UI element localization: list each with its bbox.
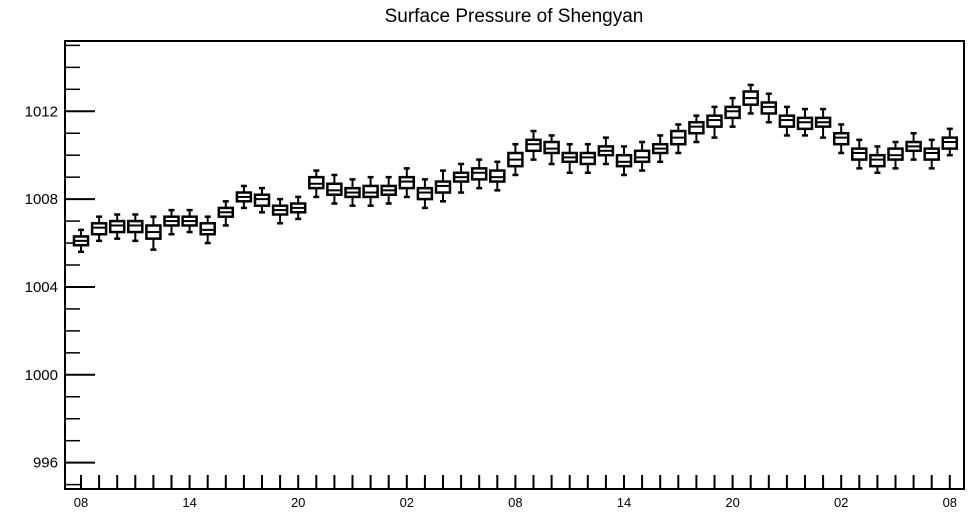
x-tick-label: 20 bbox=[725, 495, 739, 510]
plot-frame bbox=[64, 40, 965, 490]
box-item bbox=[470, 158, 488, 190]
box-item bbox=[651, 134, 669, 164]
box-item bbox=[760, 92, 778, 124]
box-iqr bbox=[724, 105, 741, 120]
box-item bbox=[489, 160, 506, 192]
box-iqr bbox=[434, 180, 452, 194]
box-iqr bbox=[778, 114, 796, 128]
box-item bbox=[597, 136, 615, 166]
boxplot-series bbox=[72, 83, 959, 254]
box-item bbox=[615, 145, 633, 177]
box-iqr bbox=[688, 121, 705, 135]
box-item bbox=[344, 178, 361, 207]
box-iqr bbox=[887, 147, 904, 161]
box-item bbox=[380, 175, 397, 205]
box-iqr bbox=[308, 175, 325, 190]
x-tick-label: 14 bbox=[182, 495, 196, 510]
box-item bbox=[706, 105, 723, 139]
box-item bbox=[217, 200, 235, 227]
box-item bbox=[271, 197, 289, 225]
y-tick-label: 1008 bbox=[25, 191, 58, 208]
box-iqr bbox=[90, 222, 108, 236]
box-item bbox=[362, 175, 379, 207]
box-item bbox=[633, 140, 651, 172]
box-item bbox=[851, 138, 868, 170]
box-iqr bbox=[108, 219, 126, 234]
x-axis: 08 14 20 02 08 14 20 02 08 bbox=[74, 475, 957, 510]
box-iqr bbox=[760, 101, 778, 115]
box-iqr bbox=[706, 114, 723, 128]
box-item bbox=[887, 140, 904, 170]
box-item bbox=[326, 173, 343, 205]
x-tick-label: 08 bbox=[943, 495, 957, 510]
box-iqr bbox=[326, 182, 343, 196]
box-item bbox=[724, 96, 741, 128]
x-tick-label: 08 bbox=[508, 495, 522, 510]
box-item bbox=[778, 105, 796, 137]
y-tick-label: 996 bbox=[33, 455, 58, 472]
box-item bbox=[127, 213, 144, 243]
y-axis: 996 1000 1004 1008 1012 bbox=[25, 44, 95, 486]
box-iqr bbox=[633, 149, 651, 164]
box-item bbox=[832, 123, 850, 155]
box-item bbox=[923, 138, 940, 170]
box-iqr bbox=[470, 167, 488, 181]
box-item bbox=[308, 169, 325, 199]
y-tick-label: 1000 bbox=[25, 367, 58, 384]
box-item bbox=[434, 169, 452, 203]
box-item bbox=[561, 142, 578, 175]
box-item bbox=[145, 215, 162, 251]
x-tick-label: 08 bbox=[74, 495, 88, 510]
x-tick-label: 02 bbox=[400, 495, 414, 510]
box-iqr bbox=[941, 136, 959, 150]
box-iqr bbox=[489, 169, 506, 183]
box-item bbox=[941, 127, 959, 157]
box-item bbox=[507, 142, 524, 177]
box-item bbox=[398, 167, 416, 199]
y-tick-label: 1012 bbox=[25, 103, 58, 120]
box-item bbox=[869, 145, 886, 175]
box-item bbox=[688, 114, 705, 144]
box-item bbox=[199, 215, 216, 245]
box-item bbox=[670, 123, 687, 155]
box-item bbox=[108, 213, 126, 240]
box-item bbox=[905, 131, 922, 161]
box-item bbox=[253, 186, 271, 214]
box-iqr bbox=[525, 138, 542, 153]
box-item bbox=[543, 134, 560, 166]
box-item bbox=[796, 107, 814, 137]
box-item bbox=[90, 215, 108, 243]
box-iqr bbox=[579, 151, 597, 166]
box-item bbox=[72, 228, 90, 254]
x-tick-label: 14 bbox=[617, 495, 631, 510]
box-iqr bbox=[199, 222, 216, 236]
box-iqr bbox=[851, 147, 868, 161]
box-iqr bbox=[127, 219, 144, 234]
box-item bbox=[579, 142, 597, 175]
box-item bbox=[814, 107, 832, 139]
y-tick-label: 1004 bbox=[25, 279, 58, 296]
x-tick-label: 20 bbox=[291, 495, 305, 510]
box-item bbox=[742, 83, 759, 115]
box-iqr bbox=[398, 175, 416, 190]
box-item bbox=[235, 184, 253, 210]
box-iqr bbox=[543, 140, 560, 155]
box-iqr bbox=[923, 147, 940, 161]
box-iqr bbox=[416, 186, 434, 201]
box-iqr bbox=[253, 193, 271, 207]
box-iqr bbox=[796, 116, 814, 131]
x-tick-label: 02 bbox=[834, 495, 848, 510]
box-item bbox=[289, 195, 307, 221]
box-iqr bbox=[832, 131, 850, 146]
box-iqr bbox=[869, 153, 886, 168]
box-iqr bbox=[615, 153, 633, 168]
box-item bbox=[163, 208, 180, 236]
box-item bbox=[525, 129, 542, 161]
chart-title: Surface Pressure of Shengyan bbox=[385, 6, 644, 27]
box-item bbox=[416, 178, 434, 210]
box-item bbox=[452, 162, 470, 194]
box-item bbox=[181, 208, 198, 234]
box-iqr bbox=[362, 184, 379, 199]
